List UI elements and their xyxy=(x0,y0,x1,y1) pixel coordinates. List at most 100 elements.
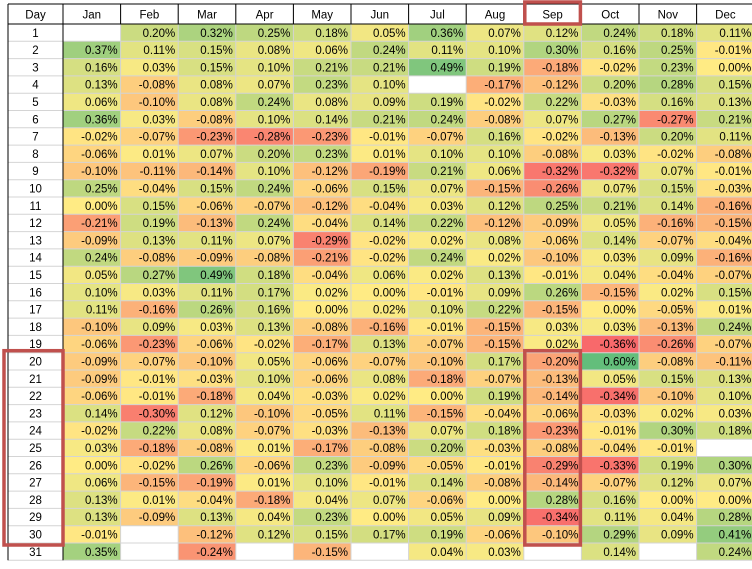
cell-value: -0.07% xyxy=(427,339,463,351)
heat-cell xyxy=(696,162,752,180)
heat-cell xyxy=(235,145,294,163)
heat-cell xyxy=(178,197,236,215)
month-header-jun: Jun xyxy=(371,10,390,22)
cell-value: 0.00% xyxy=(85,201,118,213)
heat-cell xyxy=(581,439,639,457)
cell-value: 0.15% xyxy=(661,374,694,386)
heat-cell xyxy=(581,110,639,128)
cell-value: -0.23% xyxy=(196,132,232,144)
cell-value: 0.00% xyxy=(661,495,694,507)
heat-cell xyxy=(293,231,351,249)
heat-cell xyxy=(178,127,236,146)
cell-value: 0.07% xyxy=(258,235,291,247)
cell-value: 0.02% xyxy=(661,287,694,299)
heat-cell xyxy=(581,266,639,284)
heat-cell xyxy=(639,162,697,180)
heat-cell xyxy=(63,214,121,232)
heat-cell xyxy=(63,491,121,509)
heat-cell xyxy=(466,543,524,561)
cell-value: -0.15% xyxy=(542,305,578,317)
heat-cell xyxy=(235,231,294,249)
cell-value: -0.07% xyxy=(369,357,405,369)
month-header-oct: Oct xyxy=(601,10,620,22)
heat-cell xyxy=(639,248,697,267)
cell-value: 0.26% xyxy=(200,305,233,317)
cell-value: -0.13% xyxy=(542,374,578,386)
day-label: 13 xyxy=(29,235,42,247)
heat-cell xyxy=(63,543,121,561)
cell-value: 0.21% xyxy=(315,62,348,74)
heat-cell xyxy=(351,75,409,94)
heat-cell xyxy=(120,491,179,509)
heat-cell xyxy=(293,24,351,42)
heat-cell xyxy=(351,145,409,163)
cell-value: -0.10% xyxy=(254,408,290,420)
cell-value: 0.25% xyxy=(546,201,579,213)
heat-cell xyxy=(581,214,639,232)
cell-value: 0.02% xyxy=(661,408,694,420)
heat-cell xyxy=(293,110,351,128)
heat-cell xyxy=(293,370,351,388)
heat-cell xyxy=(63,352,121,370)
cell-value: 0.09% xyxy=(488,287,521,299)
day-label: 1 xyxy=(32,28,38,40)
heat-cell xyxy=(120,231,179,249)
cell-value: -0.15% xyxy=(312,547,348,559)
heat-cell xyxy=(408,439,467,457)
heat-cell xyxy=(639,456,697,474)
heat-cell xyxy=(63,145,121,163)
cell-value: -0.07% xyxy=(715,270,751,282)
heat-cell xyxy=(696,491,752,509)
heat-cell xyxy=(639,473,697,492)
cell-value: 0.01% xyxy=(373,149,406,161)
cell-value: 0.21% xyxy=(373,62,406,74)
cell-value: -0.01% xyxy=(715,45,751,57)
heat-cell xyxy=(639,145,697,163)
cell-value: -0.15% xyxy=(484,322,520,334)
day-label: 16 xyxy=(29,287,42,299)
heat-cell xyxy=(466,197,524,215)
cell-value: 0.60% xyxy=(603,357,636,369)
heat-cell xyxy=(293,439,351,457)
heat-cell xyxy=(178,231,236,249)
heat-cell xyxy=(696,283,752,301)
cell-value: -0.10% xyxy=(139,97,175,109)
cell-value: 0.03% xyxy=(431,201,464,213)
heat-cell xyxy=(63,456,121,474)
cell-value: -0.02% xyxy=(139,460,175,472)
heat-cell xyxy=(235,387,294,405)
cell-value: -0.04% xyxy=(139,184,175,196)
cell-value: 0.32% xyxy=(200,28,233,40)
cell-value: -0.01% xyxy=(715,166,751,178)
cell-value: 0.00% xyxy=(373,287,406,299)
cell-value: -0.06% xyxy=(427,495,463,507)
cell-value: -0.11% xyxy=(140,166,176,178)
month-header-dec: Dec xyxy=(715,10,736,22)
heat-cell xyxy=(581,404,639,422)
heat-cell xyxy=(351,41,409,59)
cell-value: 0.24% xyxy=(85,253,118,265)
cell-value: 0.01% xyxy=(143,149,176,161)
heat-cell xyxy=(293,162,351,180)
cell-value: 0.05% xyxy=(603,374,636,386)
cell-value: 0.19% xyxy=(661,460,694,472)
cell-value: 0.09% xyxy=(488,512,521,524)
heat-cell xyxy=(235,162,294,180)
heat-cell xyxy=(466,41,524,59)
cell-value: 0.06% xyxy=(488,166,521,178)
cell-value: 0.16% xyxy=(85,62,118,74)
heat-cell xyxy=(120,404,179,422)
cell-value: 0.03% xyxy=(603,253,636,265)
heat-cell xyxy=(408,127,467,146)
cell-value: -0.16% xyxy=(369,322,405,334)
heat-cell xyxy=(293,318,351,336)
heat-cell xyxy=(293,283,351,301)
cell-value: 0.06% xyxy=(373,270,406,282)
cell-value: 0.20% xyxy=(258,149,291,161)
heat-cell xyxy=(178,248,236,267)
heat-cell xyxy=(351,370,409,388)
heat-cell xyxy=(466,24,524,42)
heat-cell xyxy=(235,525,294,543)
cell-value: -0.15% xyxy=(600,287,636,299)
